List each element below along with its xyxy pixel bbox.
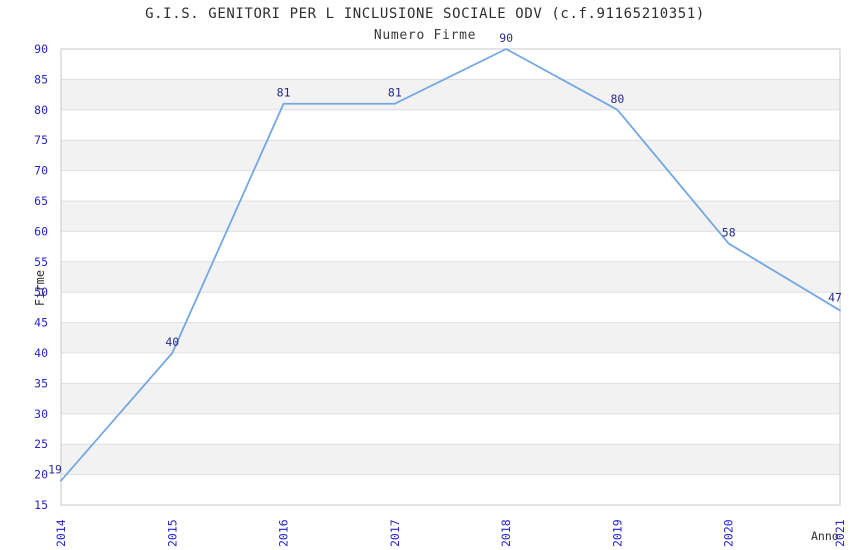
plot-band — [61, 262, 840, 292]
y-tick-label: 70 — [34, 164, 48, 178]
x-tick-label: 2017 — [388, 519, 402, 547]
y-tick-label: 80 — [34, 103, 48, 117]
plot-band — [61, 79, 840, 109]
x-tick-label: 2014 — [54, 519, 68, 547]
data-label: 81 — [277, 86, 291, 100]
y-tick-label: 85 — [34, 72, 48, 86]
data-label: 81 — [388, 86, 402, 100]
y-tick-label: 90 — [34, 42, 48, 56]
plot-band — [61, 171, 840, 201]
y-tick-label: 35 — [34, 376, 48, 390]
y-tick-label: 65 — [34, 194, 48, 208]
y-tick-label: 15 — [34, 498, 48, 512]
y-tick-label: 40 — [34, 346, 48, 360]
plot-band — [61, 49, 840, 79]
data-label: 58 — [722, 226, 736, 240]
x-tick-label: 2020 — [722, 519, 736, 547]
y-tick-label: 60 — [34, 224, 48, 238]
plot-band — [61, 110, 840, 140]
data-label: 90 — [499, 31, 513, 45]
x-tick-label: 2019 — [610, 519, 624, 547]
y-tick-label: 55 — [34, 255, 48, 269]
x-tick-label: 2018 — [499, 519, 513, 547]
y-tick-label: 20 — [34, 468, 48, 482]
plot-band — [61, 414, 840, 444]
data-label: 19 — [48, 463, 62, 477]
y-tick-label: 50 — [34, 285, 48, 299]
plot-band — [61, 383, 840, 413]
data-label: 80 — [610, 92, 624, 106]
data-label: 47 — [828, 290, 842, 304]
chart: G.I.S. GENITORI PER L INCLUSIONE SOCIALE… — [0, 0, 850, 550]
plot-band — [61, 353, 840, 383]
y-tick-label: 75 — [34, 133, 48, 147]
plot-band — [61, 292, 840, 322]
y-tick-label: 25 — [34, 437, 48, 451]
plot-band — [61, 475, 840, 505]
plot-band — [61, 444, 840, 474]
data-label: 40 — [165, 335, 179, 349]
plot-band — [61, 140, 840, 170]
x-tick-label: 2016 — [277, 519, 291, 547]
y-tick-label: 30 — [34, 407, 48, 421]
y-tick-label: 45 — [34, 316, 48, 330]
plot-area: 19 40 81 81 90 80 58 47 15 20 25 30 35 40 45 50 55 60 65 70… — [0, 0, 850, 550]
x-tick-label: 2015 — [165, 519, 179, 547]
x-axis-title: Anno — [811, 529, 839, 543]
